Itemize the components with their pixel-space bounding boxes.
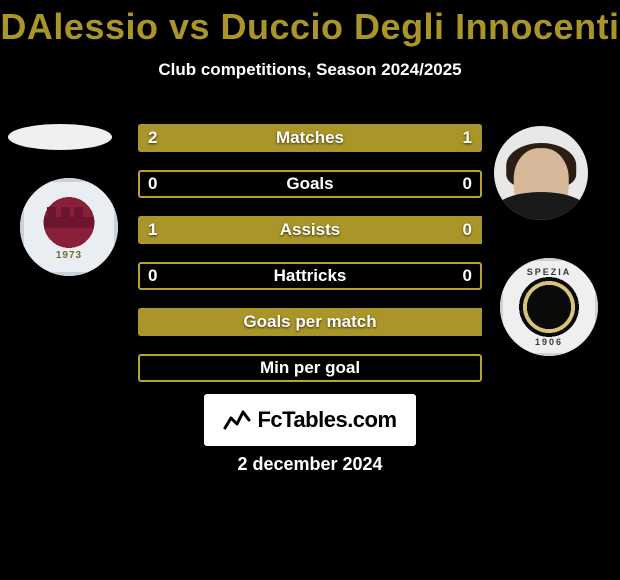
footer-date: 2 december 2024 bbox=[0, 454, 620, 475]
player-right-avatar bbox=[494, 126, 588, 220]
stat-label: Assists bbox=[138, 216, 482, 244]
comparison-chart: Matches21Goals00Assists10Hattricks00Goal… bbox=[138, 124, 482, 400]
club-crest-right: SPEZIA 1906 bbox=[500, 258, 598, 356]
page-title: DAlessio vs Duccio Degli Innocenti bbox=[0, 0, 620, 48]
stat-value-right: 0 bbox=[463, 170, 472, 198]
subtitle: Club competitions, Season 2024/2025 bbox=[0, 60, 620, 80]
stat-row: Matches2 1 bbox=[138, 124, 482, 152]
source-badge: FcTables.com bbox=[204, 394, 416, 446]
stat-value-left: 1 bbox=[148, 216, 157, 244]
stat-value-right: 0 bbox=[463, 216, 472, 244]
club-crest-left: 1973 bbox=[20, 178, 118, 276]
stat-row: Goals0 0 bbox=[138, 170, 482, 198]
stat-value-left: 2 bbox=[148, 124, 157, 152]
stat-label: Goals bbox=[138, 170, 482, 198]
fctables-logo-icon bbox=[223, 408, 251, 432]
stat-label: Hattricks bbox=[138, 262, 482, 290]
avatar-shoulders bbox=[494, 192, 588, 220]
stat-value-left: 0 bbox=[148, 262, 157, 290]
stat-row: Assists1 0 bbox=[138, 216, 482, 244]
stat-row: Min per goal bbox=[138, 354, 482, 382]
stat-label: Min per goal bbox=[138, 354, 482, 382]
stat-value-right: 1 bbox=[463, 124, 472, 152]
source-badge-text: FcTables.com bbox=[257, 407, 396, 433]
crest-left-year: 1973 bbox=[24, 250, 114, 261]
stat-label: Matches bbox=[138, 124, 482, 152]
stat-value-right: 0 bbox=[463, 262, 472, 290]
crest-right-bottom-label: 1906 bbox=[503, 337, 595, 347]
player-left-avatar bbox=[8, 124, 112, 150]
crest-right-top-label: SPEZIA bbox=[503, 267, 595, 277]
stat-row: Hattricks0 0 bbox=[138, 262, 482, 290]
stat-label: Goals per match bbox=[138, 308, 482, 336]
stat-value-left: 0 bbox=[148, 170, 157, 198]
stat-row: Goals per match bbox=[138, 308, 482, 336]
